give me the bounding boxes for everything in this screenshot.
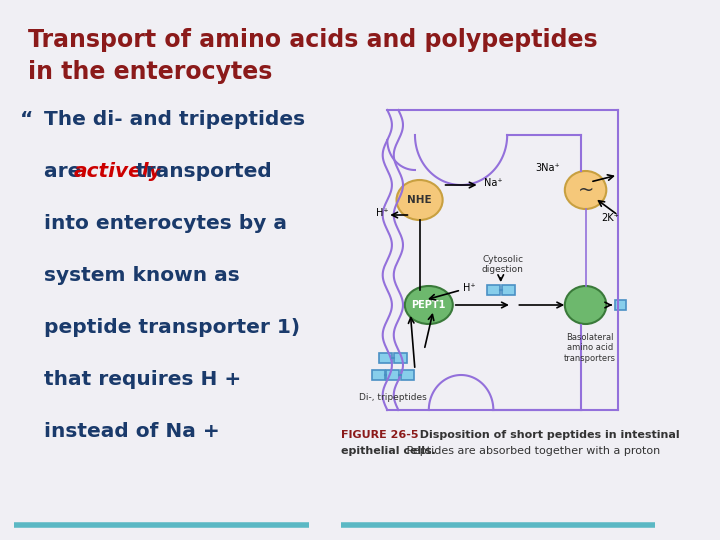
Text: actively: actively [73,162,163,181]
Text: instead of Na +: instead of Na + [44,422,220,441]
Ellipse shape [405,286,453,324]
Text: The di- and tripeptides: The di- and tripeptides [44,110,305,129]
FancyBboxPatch shape [387,370,400,380]
Ellipse shape [564,171,606,209]
Text: Basolateral
amino acid
transporters: Basolateral amino acid transporters [564,333,616,363]
Text: Transport of amino acids and polypeptides: Transport of amino acids and polypeptide… [27,28,598,52]
Text: in the enterocytes: in the enterocytes [27,60,272,84]
Ellipse shape [397,180,443,220]
FancyBboxPatch shape [502,285,515,295]
Text: H⁺: H⁺ [377,208,389,218]
Text: system known as: system known as [44,266,240,285]
FancyBboxPatch shape [379,353,392,363]
Text: Na⁺: Na⁺ [484,178,503,188]
Text: H⁺: H⁺ [463,283,475,293]
Text: Cytosolic
digestion: Cytosolic digestion [482,255,523,274]
Text: PEPT1: PEPT1 [412,300,446,310]
Text: Peptides are absorbed together with a proton: Peptides are absorbed together with a pr… [403,446,660,456]
Text: peptide transporter 1): peptide transporter 1) [44,318,300,337]
Text: that requires H +: that requires H + [44,370,241,389]
Text: transported: transported [129,162,272,181]
FancyBboxPatch shape [394,353,407,363]
Ellipse shape [564,286,606,324]
Text: 2K⁺: 2K⁺ [601,213,619,223]
Text: NHE: NHE [408,195,432,205]
FancyBboxPatch shape [372,370,384,380]
FancyBboxPatch shape [487,285,500,295]
Text: “: “ [20,110,34,129]
Text: 3Na⁺: 3Na⁺ [535,163,559,173]
Text: Disposition of short peptides in intestinal: Disposition of short peptides in intesti… [413,430,680,440]
Text: ~: ~ [577,180,594,199]
Text: epithelial cells.: epithelial cells. [341,446,436,456]
FancyBboxPatch shape [615,300,626,310]
Text: into enterocytes by a: into enterocytes by a [44,214,287,233]
Text: are: are [44,162,89,181]
Text: FIGURE 26-5: FIGURE 26-5 [341,430,419,440]
Text: Di-, tripeptides: Di-, tripeptides [359,393,427,402]
FancyBboxPatch shape [401,370,414,380]
